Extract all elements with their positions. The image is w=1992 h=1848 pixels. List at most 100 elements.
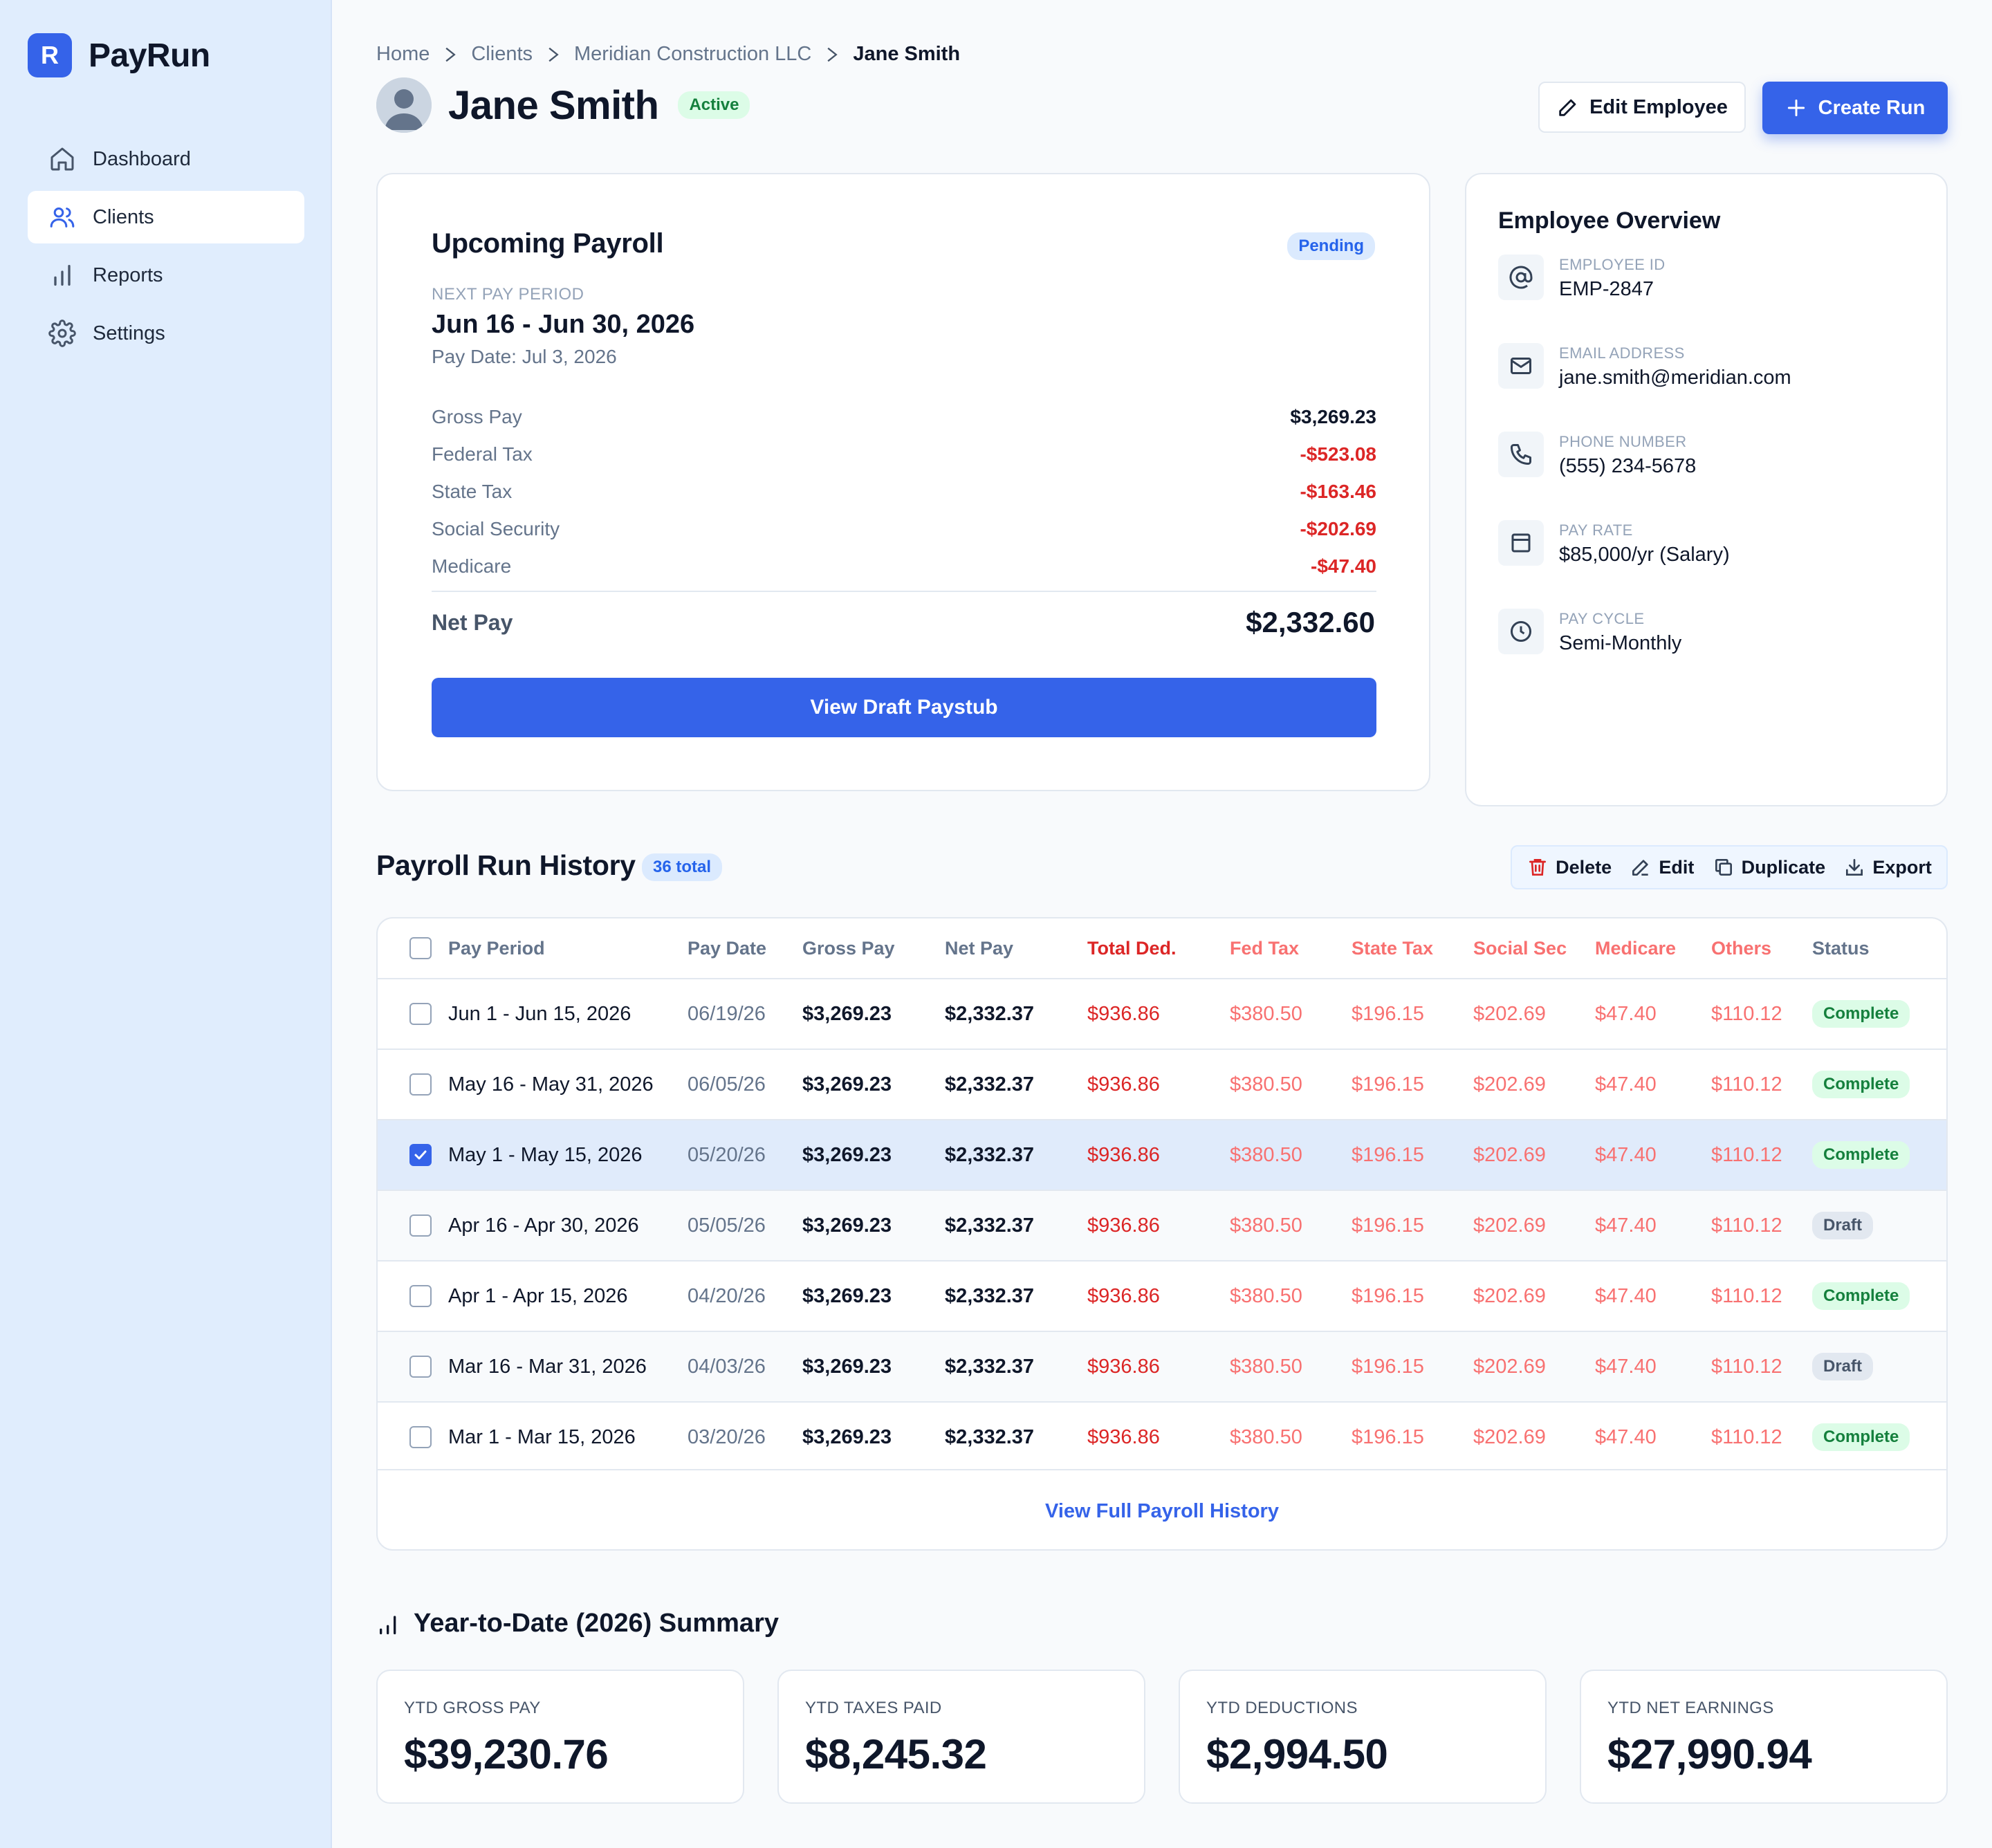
row-select-cell: [409, 979, 432, 1048]
col-fed-tax[interactable]: Fed Tax: [1230, 937, 1300, 959]
edit-employee-button[interactable]: Edit Employee: [1538, 82, 1746, 133]
phone-icon: [1498, 432, 1544, 477]
sidebar-nav: Dashboard Clients Reports Settings: [28, 133, 304, 365]
view-full-history-link[interactable]: View Full Payroll History: [378, 1469, 1946, 1552]
sidebar-item-label: Dashboard: [93, 147, 191, 170]
row-select-cell: [409, 1403, 432, 1472]
row-select-cell: [409, 1332, 432, 1401]
sidebar-item-settings[interactable]: Settings: [28, 307, 304, 360]
col-medicare[interactable]: Medicare: [1595, 937, 1677, 959]
cell-net-pay: $2,332.37: [945, 1002, 1035, 1025]
table-row[interactable]: Jun 1 - Jun 15, 2026 06/19/26 $3,269.23 $2,…: [378, 978, 1946, 1048]
cell-pay-date: 05/20/26: [688, 1143, 766, 1166]
sidebar-item-reports[interactable]: Reports: [28, 249, 304, 302]
col-pay-date[interactable]: Pay Date: [688, 937, 767, 959]
breadcrumb-home[interactable]: Home: [376, 43, 430, 65]
cell-pay-date: 04/20/26: [688, 1284, 766, 1307]
cell-state-tax: $196.15: [1352, 1214, 1424, 1237]
table-row[interactable]: Apr 1 - Apr 15, 2026 04/20/26 $3,269.23 $2,…: [378, 1260, 1946, 1331]
duplicate-button[interactable]: Duplicate: [1713, 856, 1825, 878]
col-others[interactable]: Others: [1711, 937, 1772, 959]
delete-button[interactable]: Delete: [1527, 856, 1612, 878]
cell-state-tax: $196.15: [1352, 1143, 1424, 1166]
cell-gross-pay: $3,269.23: [802, 1073, 892, 1096]
cell-fed-tax: $380.50: [1230, 1214, 1302, 1237]
row-checkbox[interactable]: [409, 1356, 432, 1378]
table-row[interactable]: Apr 16 - Apr 30, 2026 05/05/26 $3,269.23 $2…: [378, 1190, 1946, 1260]
cell-pay-date: 03/20/26: [688, 1425, 766, 1448]
breadcrumb-client[interactable]: Meridian Construction LLC: [574, 43, 812, 65]
table-row[interactable]: May 1 - May 15, 2026 05/20/26 $3,269.23 $2,…: [378, 1119, 1946, 1190]
cell-fed-tax: $380.50: [1230, 1284, 1302, 1307]
cell-gross-pay: $3,269.23: [802, 1284, 892, 1307]
brand[interactable]: R PayRun: [28, 33, 210, 77]
create-run-label: Create Run: [1818, 96, 1926, 119]
cell-total-ded: $936.86: [1087, 1073, 1160, 1096]
cell-fed-tax: $380.50: [1230, 1425, 1302, 1448]
sidebar-item-label: Settings: [93, 322, 165, 344]
cell-fed-tax: $380.50: [1230, 1002, 1302, 1025]
brand-name: PayRun: [89, 37, 210, 74]
cell-social-sec: $202.69: [1473, 1002, 1546, 1025]
status-badge: Complete: [1812, 1423, 1910, 1451]
status-badge: Draft: [1812, 1353, 1874, 1380]
col-gross-pay[interactable]: Gross Pay: [802, 937, 895, 959]
table-row[interactable]: May 16 - May 31, 2026 06/05/26 $3,269.23 $2…: [378, 1048, 1946, 1119]
cell-pay-period: Jun 1 - Jun 15, 2026: [448, 1002, 631, 1025]
chevron-right-icon: [544, 45, 563, 64]
bulk-action-toolbar: Delete Edit Duplicate Export: [1511, 845, 1948, 889]
row-checkbox[interactable]: [409, 1426, 432, 1448]
cell-social-sec: $202.69: [1473, 1073, 1546, 1096]
bar-chart-icon: [376, 1610, 404, 1638]
row-checkbox[interactable]: [409, 1073, 432, 1096]
export-button[interactable]: Export: [1843, 856, 1932, 878]
cell-medicare: $47.40: [1595, 1355, 1657, 1378]
cell-others: $110.12: [1711, 1143, 1782, 1166]
col-social-sec[interactable]: Social Sec: [1473, 937, 1567, 959]
col-state-tax[interactable]: State Tax: [1352, 937, 1434, 959]
row-checkbox[interactable]: [409, 1144, 432, 1166]
cell-others: $110.12: [1711, 1425, 1782, 1448]
create-run-button[interactable]: Create Run: [1762, 82, 1948, 134]
cell-status: Complete: [1812, 979, 1910, 1048]
row-checkbox[interactable]: [409, 1214, 432, 1237]
cell-status: Complete: [1812, 1262, 1910, 1331]
cell-others: $110.12: [1711, 1002, 1782, 1025]
next-pay-period: Jun 16 - Jun 30, 2026: [432, 310, 695, 339]
col-pay-period[interactable]: Pay Period: [448, 937, 545, 959]
cell-pay-period: Mar 16 - Mar 31, 2026: [448, 1355, 647, 1378]
divider: [432, 591, 1376, 592]
cell-net-pay: $2,332.37: [945, 1284, 1035, 1307]
col-net-pay[interactable]: Net Pay: [945, 937, 1014, 959]
sidebar-item-label: Clients: [93, 205, 154, 228]
col-status[interactable]: Status: [1812, 937, 1870, 959]
row-select-cell: [409, 1262, 432, 1331]
cell-status: Complete: [1812, 1050, 1910, 1119]
net-pay-value: $2,332.60: [1246, 606, 1375, 638]
sidebar-item-clients[interactable]: Clients: [28, 191, 304, 243]
row-checkbox[interactable]: [409, 1003, 432, 1025]
cell-social-sec: $202.69: [1473, 1214, 1546, 1237]
edit-button[interactable]: Edit: [1630, 856, 1694, 878]
overview-pay-cycle: PAY CYCLE Semi-Monthly: [1498, 609, 1681, 655]
next-pay-period-label: NEXT PAY PERIOD: [432, 285, 584, 304]
row-checkbox[interactable]: [409, 1285, 432, 1307]
col-total-ded[interactable]: Total Ded.: [1087, 937, 1177, 959]
table-row[interactable]: Mar 16 - Mar 31, 2026 04/03/26 $3,269.23 $2…: [378, 1331, 1946, 1401]
cell-pay-period: Apr 1 - Apr 15, 2026: [448, 1284, 628, 1307]
breakdown-medicare: Medicare -$47.40: [432, 555, 1376, 577]
view-draft-paystub-button[interactable]: View Draft Paystub: [432, 678, 1376, 737]
cell-medicare: $47.40: [1595, 1002, 1657, 1025]
cell-social-sec: $202.69: [1473, 1284, 1546, 1307]
table-row[interactable]: Mar 1 - Mar 15, 2026 03/20/26 $3,269.23 $2,…: [378, 1401, 1946, 1472]
cell-state-tax: $196.15: [1352, 1073, 1424, 1096]
at-sign-icon: [1498, 255, 1544, 300]
sidebar-item-dashboard[interactable]: Dashboard: [28, 133, 304, 185]
breadcrumb-clients[interactable]: Clients: [471, 43, 533, 65]
select-all-checkbox[interactable]: [409, 937, 432, 959]
cell-state-tax: $196.15: [1352, 1002, 1424, 1025]
cell-medicare: $47.40: [1595, 1425, 1657, 1448]
row-select-cell: [409, 1050, 432, 1119]
cell-total-ded: $936.86: [1087, 1143, 1160, 1166]
mail-icon: [1498, 343, 1544, 389]
